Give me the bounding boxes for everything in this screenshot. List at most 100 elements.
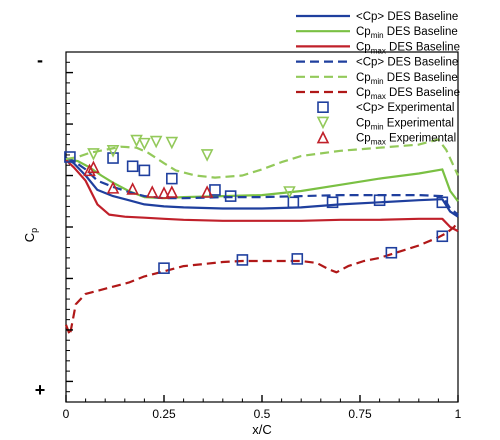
- data-point: [436, 230, 449, 243]
- x-axis-title: x/C: [252, 422, 272, 437]
- data-point: [283, 186, 296, 199]
- legend-label-tail: DES Baseline: [386, 41, 460, 53]
- data-point: [130, 134, 143, 148]
- data-point: [200, 185, 214, 198]
- data-point: [138, 164, 151, 177]
- data-point: [158, 262, 170, 274]
- x-tick-label: 0.5: [254, 407, 271, 421]
- data-point: [236, 254, 249, 266]
- series-5: [64, 221, 459, 337]
- legend-item: <Cp> DES Baseline: [296, 11, 458, 23]
- axes-layer: 0 0.25 0.5 0.75 1: [63, 51, 462, 421]
- data-point: [138, 137, 151, 151]
- legend-label: <Cp> DES Baseline: [356, 11, 458, 23]
- y-sign-bottom: +: [35, 380, 46, 400]
- data-point: [157, 186, 171, 199]
- legend-marker: [317, 101, 329, 113]
- data-point: [326, 196, 339, 209]
- data-point: [373, 194, 386, 207]
- series-line: [65, 138, 459, 179]
- legend-label-tail: DES Baseline: [384, 72, 458, 84]
- x-tick-label: 0.75: [348, 407, 372, 421]
- legend-label-main: Cp: [356, 87, 371, 99]
- legend-item: Cpmin DES Baseline: [296, 26, 458, 40]
- legend-item: Cpmax Experimental: [316, 130, 456, 147]
- series-2: [65, 159, 459, 233]
- legend-label-tail: Experimental: [384, 117, 454, 129]
- legend-item: <Cp> Experimental: [317, 101, 454, 114]
- legend-label-main: Cp: [356, 41, 371, 53]
- series-line: [65, 157, 459, 218]
- data-point: [64, 151, 76, 163]
- data-point: [165, 185, 179, 198]
- legend-label-main: Cp: [356, 133, 371, 145]
- legend-label: <Cp> DES Baseline: [356, 57, 458, 69]
- legend-label-sub: max: [371, 138, 386, 147]
- series-layer: [64, 134, 459, 337]
- data-point: [287, 196, 300, 209]
- legend-item: Cpmin DES Baseline: [296, 72, 458, 86]
- legend-label: Cpmax Experimental: [356, 133, 456, 147]
- legend-marker: [316, 130, 330, 144]
- data-point: [200, 149, 214, 162]
- legend-label: Cpmax DES Baseline: [356, 41, 460, 55]
- x-tick-label: 0: [63, 407, 70, 421]
- data-point: [145, 185, 159, 198]
- legend-label-tail: DES Baseline: [384, 26, 458, 38]
- svg-text:Cp: Cp: [22, 228, 39, 242]
- data-point: [126, 182, 139, 195]
- legend-item: Cpmin Experimental: [316, 116, 454, 131]
- legend-label: Cpmin Experimental: [356, 117, 454, 131]
- data-point: [87, 160, 100, 174]
- data-point: [224, 190, 237, 202]
- data-point: [209, 184, 221, 196]
- data-point: [126, 160, 139, 173]
- legend-label-sub: min: [371, 77, 384, 86]
- x-tick-label: 1: [455, 407, 462, 421]
- series-line: [64, 221, 459, 337]
- legend-item: Cpmax DES Baseline: [296, 41, 460, 55]
- y-sign-top: -: [37, 50, 43, 70]
- series-6: [64, 151, 449, 274]
- data-point: [385, 246, 398, 259]
- x-tick-label: 0.25: [152, 407, 176, 421]
- series-4: [65, 138, 459, 179]
- series-line: [65, 159, 459, 233]
- legend-label-main: <Cp> DES Baseline: [356, 11, 458, 23]
- legend-item: Cpmax DES Baseline: [296, 87, 460, 101]
- series-0: [65, 157, 459, 218]
- legend-label: Cpmax DES Baseline: [356, 87, 460, 101]
- legend-label-tail: Experimental: [386, 133, 456, 145]
- legend-label: Cpmin DES Baseline: [356, 26, 458, 40]
- legend-label-sub: max: [371, 92, 386, 101]
- y-axis-title-main: C: [22, 233, 37, 242]
- data-point: [87, 148, 100, 161]
- legend-label-tail: DES Baseline: [386, 87, 460, 99]
- legend-label: <Cp> Experimental: [356, 102, 454, 114]
- data-point: [291, 253, 304, 265]
- legend-label-main: Cp: [356, 26, 371, 38]
- data-point: [106, 145, 120, 158]
- legend-label-sub: min: [371, 122, 384, 131]
- data-point: [149, 135, 163, 149]
- legend-label-sub: max: [371, 46, 386, 55]
- series-7: [87, 134, 296, 199]
- data-point: [106, 181, 120, 194]
- data-point: [107, 152, 119, 164]
- data-point: [165, 136, 179, 150]
- data-point: [436, 196, 449, 209]
- legend-label-main: Cp: [356, 72, 371, 84]
- legend-label: Cpmin DES Baseline: [356, 72, 458, 86]
- legend-label-main: Cp: [356, 117, 371, 129]
- y-axis-title: Cp: [22, 228, 39, 242]
- legend-item: <Cp> DES Baseline: [296, 57, 458, 69]
- y-axis-title-sub: p: [29, 228, 39, 233]
- legend-label-main: <Cp> DES Baseline: [356, 57, 458, 69]
- data-point: [166, 172, 178, 185]
- series-8: [83, 160, 214, 199]
- legend-label-sub: min: [371, 31, 384, 40]
- legend-marker: [316, 116, 330, 130]
- data-point: [83, 163, 96, 177]
